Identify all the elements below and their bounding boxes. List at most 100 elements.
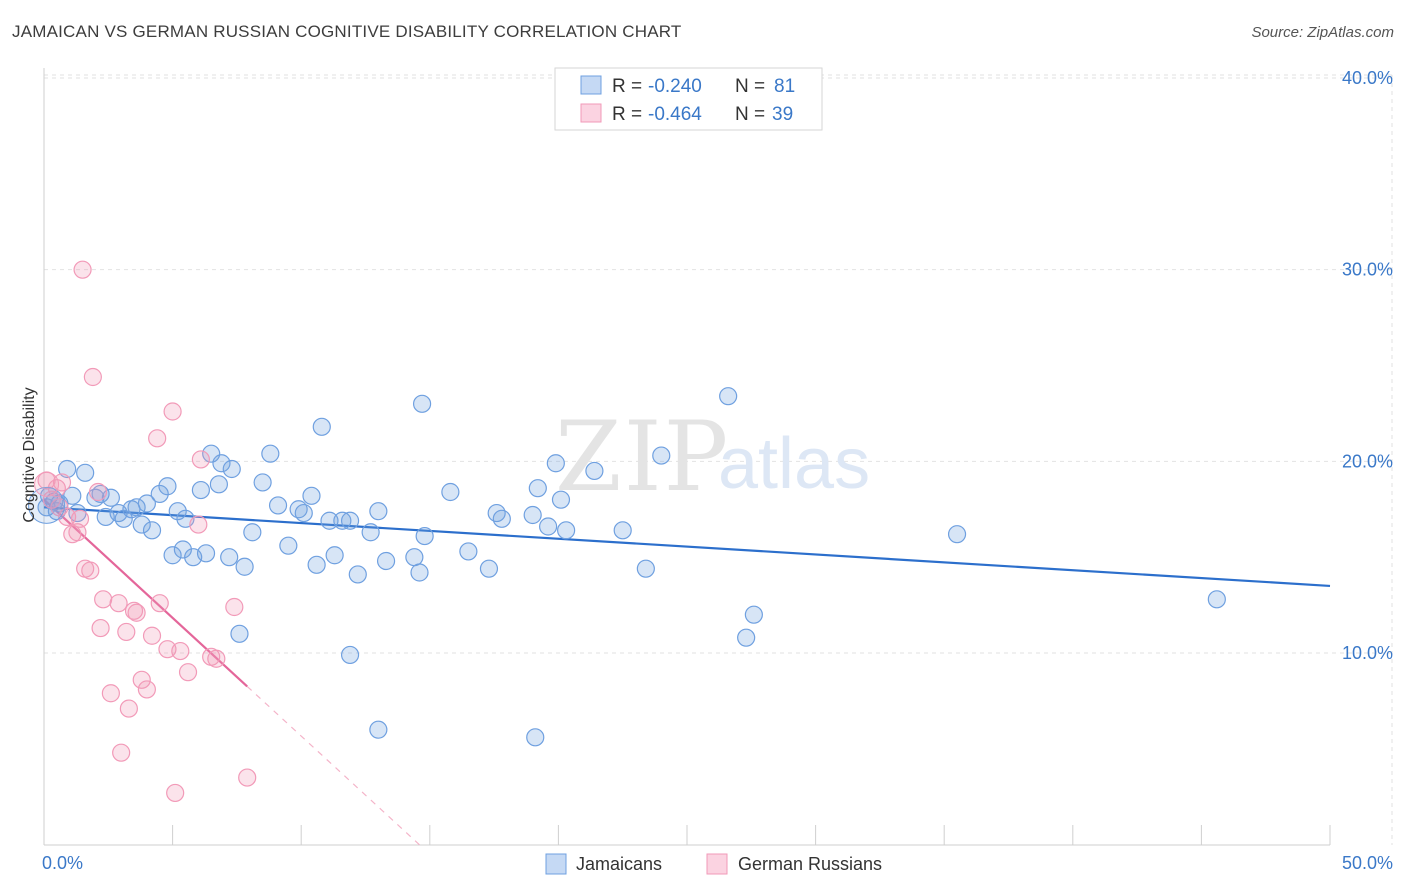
data-point-jamaicans: [652, 446, 671, 465]
data-point-jamaicans: [212, 454, 231, 473]
data-point-jamaicans: [557, 521, 576, 540]
data-point-german-russians: [83, 367, 102, 387]
data-point-jamaicans: [114, 509, 133, 528]
data-point-jamaicans: [340, 511, 360, 530]
data-point-german-russians: [101, 684, 120, 703]
legend: Jamaicans German Russians: [545, 853, 882, 875]
stats-n-label-jamaicans: N =: [735, 76, 765, 97]
y-tick-label: 10.0%: [1342, 643, 1393, 663]
y-axis-label: Cognitive Disability: [21, 387, 38, 522]
data-point-jamaicans: [196, 544, 216, 563]
data-point-german-russians: [42, 490, 61, 509]
stats-r-value-jamaicans: -0.240: [648, 76, 702, 97]
stats-n-value-german-russians: 39: [772, 104, 793, 125]
y-tick-label: 30.0%: [1342, 260, 1393, 280]
data-point-jamaicans: [132, 515, 151, 534]
data-point-jamaicans: [222, 459, 241, 479]
stats-r-value-german-russians: -0.464: [648, 104, 702, 125]
data-point-jamaicans: [523, 505, 542, 525]
data-point-german-russians: [238, 768, 257, 787]
stats-n-value-jamaicans: 81: [774, 76, 795, 97]
stats-box: R = -0.240 N = 81 R = -0.464 N = 39: [554, 67, 823, 131]
data-point-german-russians: [132, 670, 151, 689]
trend-line-german-russians: [43, 498, 248, 688]
grid-lines: [44, 74, 1393, 845]
data-point-jamaicans: [268, 496, 288, 515]
data-point-german-russians: [47, 479, 66, 498]
data-point-jamaicans: [947, 525, 967, 544]
watermark-atlas: atlas: [718, 424, 870, 504]
data-point-jamaicans: [479, 559, 499, 578]
data-point-jamaicans: [459, 542, 478, 561]
data-point-jamaicans: [333, 511, 352, 530]
data-point-german-russians: [171, 641, 190, 661]
data-point-german-russians: [150, 594, 169, 613]
data-point-german-russians: [117, 622, 136, 642]
data-point-jamaicans: [405, 548, 424, 567]
data-point-jamaicans: [163, 546, 182, 565]
stats-swatch-jamaicans: [580, 75, 602, 95]
data-point-german-russians: [34, 471, 60, 497]
data-point-jamaicans: [325, 546, 344, 565]
data-point-jamaicans: [487, 503, 506, 523]
data-point-jamaicans: [744, 605, 763, 624]
data-point-jamaicans: [369, 502, 388, 521]
source-credit: Source: ZipAtlas.com: [1251, 24, 1394, 41]
data-point-jamaicans: [737, 628, 756, 647]
data-point-jamaicans: [528, 479, 547, 498]
data-point-jamaicans: [636, 559, 655, 578]
stats-r-label-german-russians: R =: [612, 104, 642, 125]
data-point-german-russians: [148, 429, 167, 448]
data-point-jamaicans: [412, 394, 432, 413]
data-point-jamaicans: [294, 503, 313, 523]
data-point-german-russians: [127, 603, 146, 622]
data-point-german-russians: [178, 663, 198, 682]
data-point-jamaicans: [253, 473, 272, 492]
legend-swatch-jamaicans: [545, 853, 567, 875]
trend-line-jamaicans: [43, 506, 1331, 588]
data-point-german-russians: [119, 699, 138, 718]
x-tick-label-max: 50.0%: [1342, 853, 1393, 873]
data-point-german-russians: [142, 626, 162, 645]
data-point-jamaicans: [168, 502, 187, 521]
y-tick-labels: 10.0% 20.0% 30.0% 40.0%: [1342, 68, 1393, 663]
stats-swatch-german-russians: [580, 103, 602, 123]
data-point-jamaicans: [613, 521, 632, 540]
data-point-german-russians: [52, 473, 72, 492]
data-point-jamaicans: [230, 624, 249, 643]
legend-label-german-russians: German Russians: [738, 854, 882, 874]
data-point-jamaicans: [415, 526, 434, 546]
data-point-jamaicans: [410, 563, 429, 582]
trend-line-extension: [246, 685, 421, 846]
data-point-jamaicans: [261, 444, 280, 463]
data-point-jamaicans: [312, 417, 331, 436]
data-point-jamaicans: [492, 509, 511, 528]
data-point-jamaicans: [243, 523, 262, 542]
data-point-jamaicans: [127, 498, 146, 517]
data-point-german-russians: [91, 618, 110, 638]
data-point-jamaicans: [320, 511, 339, 530]
data-point-german-russians: [81, 561, 100, 580]
data-point-german-russians: [94, 590, 113, 609]
y-tick-label: 40.0%: [1342, 68, 1393, 88]
data-point-jamaicans: [235, 557, 254, 576]
data-point-jamaicans: [348, 565, 367, 584]
data-point-jamaicans: [63, 486, 82, 505]
data-points: [28, 260, 1226, 803]
data-point-german-russians: [189, 515, 208, 534]
data-point-german-russians: [109, 594, 128, 613]
data-point-jamaicans: [220, 548, 239, 567]
data-point-german-russians: [68, 523, 87, 542]
data-point-german-russians: [137, 680, 156, 699]
watermark: ZIP atlas: [555, 401, 870, 513]
stats-r-label-jamaicans: R =: [612, 76, 642, 97]
x-tick-label-min: 0.0%: [42, 853, 83, 873]
data-point-jamaicans: [369, 720, 388, 739]
y-tick-label: 20.0%: [1342, 451, 1393, 471]
data-point-german-russians: [166, 783, 185, 803]
data-point-jamaicans: [441, 482, 460, 502]
data-point-jamaicans: [28, 486, 66, 524]
data-point-jamaicans: [340, 645, 360, 665]
data-point-german-russians: [163, 402, 182, 421]
data-point-jamaicans: [307, 555, 326, 574]
